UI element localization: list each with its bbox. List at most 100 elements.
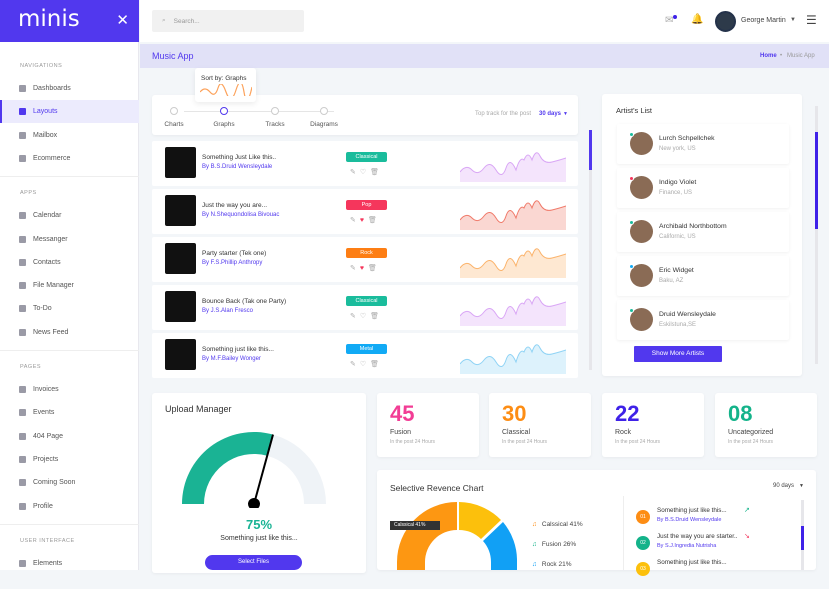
edit-icon[interactable]: ✎ <box>350 313 360 320</box>
sidebar-item-calendar[interactable]: Calendar <box>0 204 139 227</box>
select-files-button[interactable]: Select Files <box>205 555 302 570</box>
breadcrumb-separator: • <box>780 53 783 59</box>
artist-location: Eskilstuna,SE <box>659 322 697 328</box>
sidebar-item-dashboards[interactable]: Dashboards <box>0 77 139 100</box>
track-row[interactable]: Just the way you are... By N.Shequondoli… <box>152 189 578 234</box>
donut-slice-classical <box>397 502 457 570</box>
sidebar-item-profile[interactable]: Profile <box>0 495 139 518</box>
range-chevron-icon[interactable]: ▼ <box>563 111 568 117</box>
collapse-sidebar-icon[interactable]: ✕ <box>116 12 129 29</box>
tracks-scrollbar[interactable] <box>589 130 592 370</box>
track-artist[interactable]: By F.S.Phillip Anthropy <box>202 260 263 266</box>
sidebar-item-invoices[interactable]: Invoices <box>0 378 139 401</box>
edit-icon[interactable]: ✎ <box>350 265 360 272</box>
breadcrumb-home[interactable]: Home <box>760 53 777 59</box>
sidebar-item-events[interactable]: Events <box>0 401 139 424</box>
upload-manager-card: Upload Manager 75% Something just like t… <box>152 393 366 573</box>
track-title[interactable]: Something Just Like this.. <box>202 154 277 161</box>
sidebar-item-label: News Feed <box>33 328 69 336</box>
track-title[interactable]: Bounce Back (Tak one Party) <box>202 298 287 305</box>
trash-icon[interactable]: 🗑 <box>370 361 384 368</box>
track-actions: ✎♥🗑 <box>350 216 381 224</box>
trash-icon[interactable]: 🗑 <box>368 265 381 272</box>
sidebar-item-label: Messanger <box>33 235 68 243</box>
track-artist[interactable]: By M.F.Bailey Wonger <box>202 356 261 362</box>
sidebar-item-layouts[interactable]: Layouts <box>0 100 139 124</box>
heart-icon[interactable]: ♡ <box>359 169 371 176</box>
artist-location: Californic, US <box>659 234 696 240</box>
artist-item[interactable]: Lurch Schpellchek New york, US <box>617 124 789 164</box>
sidebar-item-file-manager[interactable]: File Manager <box>0 274 139 297</box>
top-track-item[interactable]: 03 Something just like this... <box>636 559 806 589</box>
mail-icon[interactable]: ✉ <box>665 15 674 26</box>
sidebar-item-coming-soon[interactable]: Coming Soon <box>0 471 139 494</box>
track-artist[interactable]: By B.S.Druid Wensleydale <box>202 164 273 170</box>
toplist-scrollbar[interactable] <box>801 500 804 570</box>
top-track-artist: By B.S.Druid Wensleydale <box>657 517 722 523</box>
artist-name: Indigo Violet <box>659 179 697 186</box>
track-row[interactable]: Party starter (Tek one) By F.S.Phillip A… <box>152 237 578 282</box>
heart-icon[interactable]: ♥ <box>359 217 369 224</box>
search-input[interactable]: ⌕ Search... <box>152 10 304 32</box>
trend-arrow-icon: ↘ <box>744 533 750 540</box>
legend-label: Calssical 41% <box>541 521 583 528</box>
sidebar-item-projects[interactable]: Projects <box>0 448 139 471</box>
track-artist[interactable]: By J.S.Alan Fresco <box>202 308 254 314</box>
track-row[interactable]: Something Just Like this.. By B.S.Druid … <box>152 141 578 186</box>
sidebar-item-ecommerce[interactable]: Ecommerce <box>0 147 139 170</box>
step-charts[interactable]: Charts <box>154 107 194 128</box>
bell-icon[interactable]: 🔔 <box>691 14 704 25</box>
top-track-range[interactable]: 30 days <box>539 111 562 117</box>
track-title[interactable]: Something just like this... <box>202 346 274 353</box>
artist-item[interactable]: Archibald Northbottom Californic, US <box>617 212 789 252</box>
step-tracks[interactable]: Tracks <box>255 107 295 128</box>
step-label: Tracks <box>265 121 285 128</box>
trash-icon[interactable]: 🗑 <box>368 217 381 224</box>
upload-percent: 75% <box>245 517 273 532</box>
menu-icon[interactable]: ☰ <box>806 13 817 27</box>
track-artist[interactable]: By N.Shequondolisa Bivouac <box>202 212 280 218</box>
top-track-item[interactable]: 02 Just the way you are starter.. By S.J.I… <box>636 533 806 563</box>
artists-scrollbar[interactable] <box>815 106 818 364</box>
heart-icon[interactable]: ♡ <box>359 313 371 320</box>
top-track-title: Something just like this... <box>657 559 727 566</box>
sort-tooltip-text: Sort by: Graphs <box>201 75 247 82</box>
sidebar-item-label: Projects <box>33 455 59 463</box>
show-more-artists-button[interactable]: Show More Artists <box>634 346 722 362</box>
step-graphs[interactable]: Graphs <box>204 107 244 128</box>
trash-icon[interactable]: 🗑 <box>370 169 384 176</box>
sidebar-item-label: Events <box>33 409 55 417</box>
sidebar-item-404-page[interactable]: 404 Page <box>0 425 139 448</box>
track-row[interactable]: Something just like this... By M.F.Baile… <box>152 333 578 378</box>
sidebar-item-messanger[interactable]: Messanger <box>0 228 139 251</box>
heart-icon[interactable]: ♥ <box>359 265 369 272</box>
sidebar-item-contacts[interactable]: Contacts <box>0 251 139 274</box>
edit-icon[interactable]: ✎ <box>350 217 360 224</box>
track-title[interactable]: Just the way you are... <box>202 202 268 209</box>
revenue-range[interactable]: 90 days <box>773 483 795 489</box>
trash-icon[interactable]: 🗑 <box>370 313 384 320</box>
heart-icon[interactable]: ♡ <box>359 361 371 368</box>
rank-badge: 01 <box>636 510 650 524</box>
sidebar-item-icon <box>19 455 26 463</box>
revenue-range-chevron-icon[interactable]: ▼ <box>799 483 804 489</box>
artist-item[interactable]: Druid Wensleydale Eskilstuna,SE <box>617 300 789 340</box>
user-name[interactable]: George Martin <box>741 17 786 24</box>
artist-item[interactable]: Eric Widget Baku, AZ <box>617 256 789 296</box>
sidebar-item-elements[interactable]: Elements <box>0 552 139 575</box>
sidebar-item-mailbox[interactable]: Mailbox <box>0 124 139 147</box>
step-diagrams[interactable]: Diagrams <box>304 107 344 128</box>
top-track-item[interactable]: 01 Something just like this... By B.S.Drui… <box>636 507 806 537</box>
edit-icon[interactable]: ✎ <box>350 361 360 368</box>
user-menu-chevron-icon[interactable]: ▼ <box>790 17 796 23</box>
artist-item[interactable]: Indigo Violet Finance, US <box>617 168 789 208</box>
edit-icon[interactable]: ✎ <box>350 169 360 176</box>
stat-label: Rock <box>615 429 631 436</box>
music-note-icon: ♫ <box>532 541 537 548</box>
track-row[interactable]: Bounce Back (Tak one Party) By J.S.Alan … <box>152 285 578 330</box>
sidebar-item-news-feed[interactable]: News Feed <box>0 321 139 344</box>
track-title[interactable]: Party starter (Tek one) <box>202 250 267 257</box>
sidebar-item-to-do[interactable]: To-Do <box>0 297 139 320</box>
user-avatar[interactable] <box>715 11 736 32</box>
sidebar-item-label: Ecommerce <box>33 154 71 162</box>
